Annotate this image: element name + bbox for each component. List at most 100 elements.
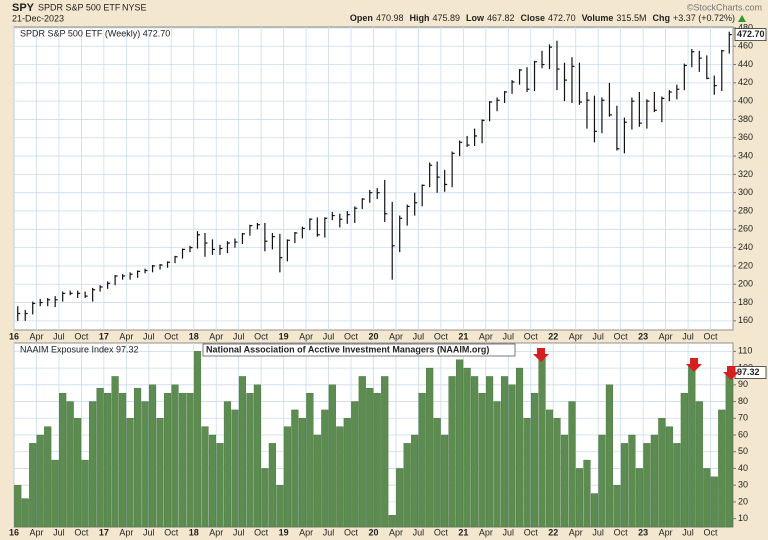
bar [590,493,599,528]
x-tick-label: Apr [119,331,133,341]
y-tick-label: 110 [738,346,752,356]
bar [313,434,321,528]
bar [351,401,359,528]
bar [59,392,67,528]
x-tick-label: Jul [53,527,65,537]
bar [44,426,52,528]
x-tick-label: Oct [614,527,629,537]
bar [463,367,471,528]
bar [515,367,524,528]
x-tick-label: Jul [592,527,604,537]
bar [658,418,666,528]
x-tick-label: Apr [299,527,313,537]
y-tick-label: 90 [738,379,748,389]
bar [276,484,284,528]
x-tick-label: Oct [704,331,719,341]
x-tick-label: Jul [682,331,694,341]
bar [193,351,202,528]
bar [478,392,486,528]
x-tick-label: 18 [189,527,199,537]
x-tick-label: Jul [143,527,155,537]
x-tick-label: Oct [344,527,359,537]
x-tick-label: Oct [254,331,269,341]
bar [321,409,329,528]
y-tick-label: 10 [738,513,748,523]
x-tick-label: Jul [143,331,155,341]
bar [141,401,149,528]
x-tick-label: Jul [53,331,65,341]
exchange: NYSE [122,2,147,12]
bar [486,376,494,528]
x-tick-label: Jul [323,331,335,341]
annotation: National Association of Acctive Investme… [206,344,489,354]
bar [178,392,187,528]
bar [111,376,119,528]
y-tick-label: 440 [738,59,753,69]
x-tick-label: Apr [389,331,403,341]
bar [208,434,217,528]
legend: SPDR S&P 500 ETF (Weekly) 472.70 [20,28,170,38]
bar [201,426,209,528]
x-tick-label: Oct [524,527,539,537]
quote-label: Volume [582,13,614,23]
bar [216,443,224,528]
bar [695,401,703,528]
bar [223,401,232,528]
y-tick-label: 420 [738,77,753,87]
bar [29,443,37,528]
bar [703,468,711,528]
y-tick-label: 30 [738,480,748,490]
bar [358,376,366,528]
arrow [686,358,702,372]
bar [283,426,291,528]
bar [598,434,606,528]
bar [508,384,516,528]
bar [471,376,479,528]
bar [381,376,389,528]
last-value: 97.32 [737,367,760,377]
quote-label: Low [466,13,485,23]
bar [635,468,643,528]
x-tick-label: Apr [569,331,583,341]
date: 21-Dec-2023 [12,13,64,23]
bar [456,359,464,528]
y-tick-label: 50 [738,446,748,456]
x-tick-label: Oct [164,331,179,341]
y-tick-label: 60 [738,429,748,439]
bar [718,409,726,528]
y-tick-label: 240 [738,242,753,252]
quote-value: 470.98 [376,13,404,23]
bar [568,401,576,528]
security-name: SPDR S&P 500 ETF [38,2,121,12]
bar [261,468,269,528]
x-tick-label: Apr [479,331,493,341]
bar [680,392,688,528]
bar [366,387,374,528]
bar [411,434,419,528]
bar [343,418,351,528]
y-tick-label: 400 [738,96,753,106]
x-tick-label: 21 [458,527,468,537]
x-tick-label: Jul [233,331,245,341]
y-tick-label: 320 [738,169,753,179]
bar [156,418,164,528]
x-tick-label: Jul [413,527,425,537]
bar [560,434,569,528]
arrow [723,366,739,380]
quote-label: Chg [652,13,670,23]
x-tick-label: 21 [458,331,468,341]
bar [688,364,696,528]
x-tick-label: 16 [9,527,19,537]
x-tick-label: 17 [99,527,109,537]
y-tick-label: 20 [738,496,748,506]
y-tick-label: 340 [738,150,753,160]
legend: NAAIM Exposure Index 97.32 [20,344,139,354]
bar [673,443,681,528]
y-tick-label: 70 [738,413,748,423]
y-tick-label: 80 [738,396,748,406]
y-tick-label: 360 [738,132,753,142]
y-tick-label: 380 [738,114,753,124]
x-tick-label: Jul [233,527,245,537]
quote-label: Close [521,13,546,23]
